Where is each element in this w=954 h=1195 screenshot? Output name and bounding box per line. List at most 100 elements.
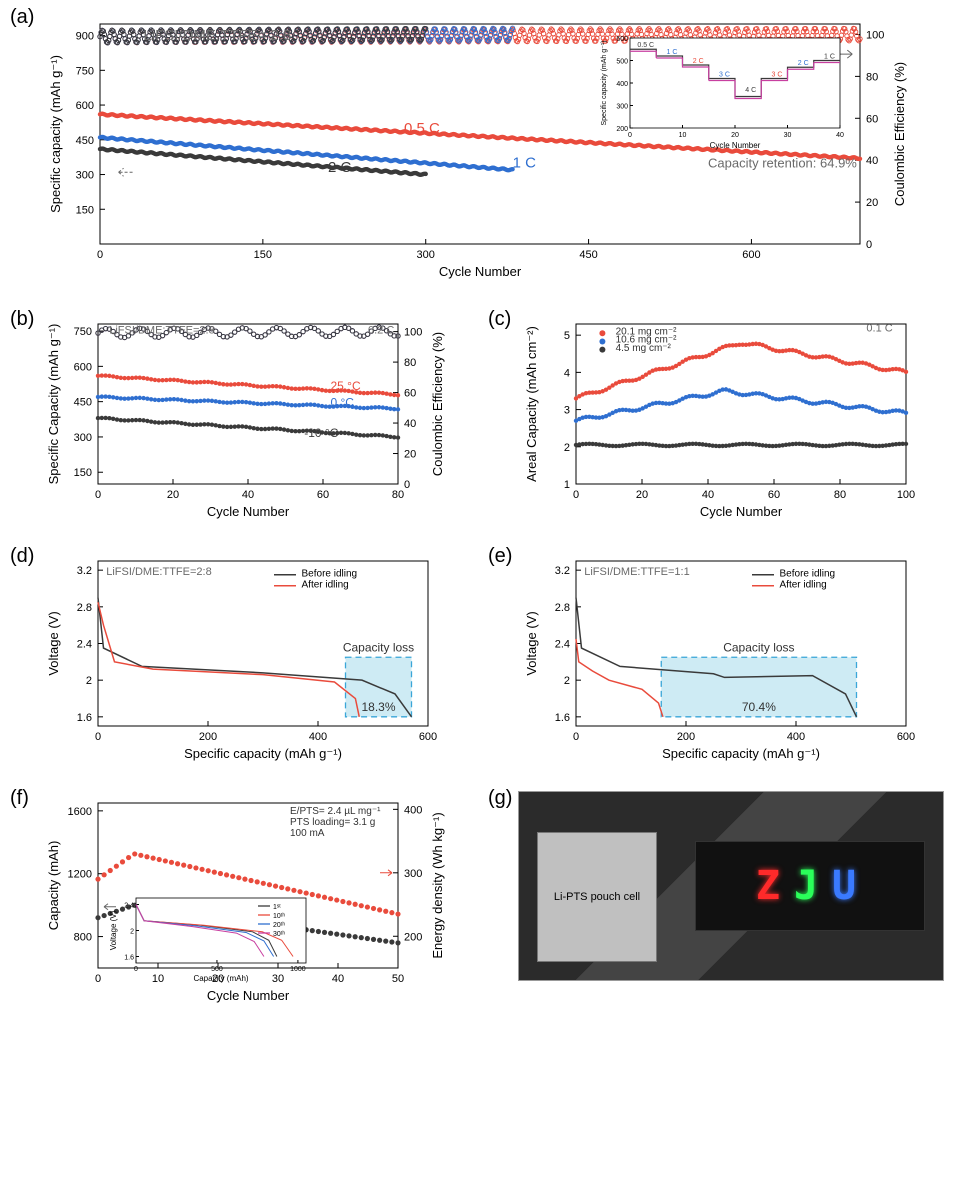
svg-text:0 °C: 0 °C (331, 395, 355, 409)
svg-text:1200: 1200 (68, 869, 92, 881)
svg-text:500: 500 (211, 966, 223, 973)
figure-grid: (a) 0150300450600150300450600750900Cycle… (0, 0, 954, 1048)
svg-text:4 C: 4 C (745, 87, 756, 94)
panel-b-plot: 020406080150300450600750Cycle NumberSpec… (40, 312, 470, 537)
svg-text:Cycle Number: Cycle Number (710, 141, 761, 150)
svg-text:LiFSI/DME:TTFE=1:1: LiFSI/DME:TTFE=1:1 (584, 566, 689, 578)
svg-text:Specific capacity (mAh g⁻¹): Specific capacity (mAh g⁻¹) (601, 41, 608, 126)
svg-text:2.4: 2.4 (555, 639, 570, 651)
panel-g: (g) Li-PTS pouch cell ZJU (488, 791, 944, 1026)
panel-f-label: (f) (10, 787, 29, 810)
svg-text:500: 500 (616, 59, 628, 66)
panel-f-plot: 0102030405080012001600Cycle NumberCapaci… (40, 791, 470, 1026)
svg-text:50: 50 (392, 973, 404, 985)
panel-g-photo: Li-PTS pouch cell ZJU (518, 791, 944, 981)
svg-text:80: 80 (392, 489, 404, 501)
svg-text:200: 200 (677, 731, 695, 743)
svg-text:200: 200 (199, 731, 217, 743)
svg-text:400: 400 (787, 731, 805, 743)
svg-text:2.8: 2.8 (555, 602, 570, 614)
svg-text:2: 2 (564, 675, 570, 687)
svg-text:10ᵗʰ: 10ᵗʰ (273, 913, 285, 920)
svg-text:80: 80 (866, 71, 878, 83)
svg-text:60: 60 (404, 388, 416, 400)
svg-text:80: 80 (834, 489, 846, 501)
svg-text:60: 60 (317, 489, 329, 501)
svg-text:600: 600 (897, 731, 915, 743)
svg-text:450: 450 (579, 249, 597, 261)
svg-text:Capacity loss: Capacity loss (343, 640, 414, 654)
svg-text:600: 600 (742, 249, 760, 261)
svg-text:300: 300 (76, 170, 94, 182)
svg-text:4: 4 (564, 367, 570, 379)
svg-text:3: 3 (564, 405, 570, 417)
svg-text:1: 1 (564, 479, 570, 491)
svg-text:300: 300 (616, 104, 628, 111)
svg-text:E/PTS= 2.4 µL mg⁻¹: E/PTS= 2.4 µL mg⁻¹ (290, 806, 381, 817)
svg-text:LiFSI/DME:TTFE= 2:8: LiFSI/DME:TTFE= 2:8 (143, 27, 291, 44)
svg-text:150: 150 (76, 204, 94, 216)
svg-text:Capacity loss: Capacity loss (723, 640, 794, 654)
svg-text:2.4: 2.4 (77, 639, 92, 651)
panel-b-label: (b) (10, 308, 34, 331)
svg-text:After idling: After idling (780, 580, 827, 591)
svg-text:10: 10 (152, 973, 164, 985)
panel-b: (b) 020406080150300450600750Cycle Number… (10, 312, 470, 537)
svg-text:300: 300 (74, 432, 92, 444)
svg-text:0: 0 (573, 489, 579, 501)
photo-box: Li-PTS pouch cell ZJU (518, 791, 944, 981)
panel-d-label: (d) (10, 545, 34, 568)
svg-text:0.5 C: 0.5 C (404, 120, 440, 137)
svg-text:Voltage (V): Voltage (V) (109, 910, 118, 950)
svg-text:0.1 C: 0.1 C (866, 322, 892, 334)
svg-text:1 C: 1 C (667, 49, 678, 56)
svg-text:40: 40 (404, 418, 416, 430)
svg-text:150: 150 (74, 467, 92, 479)
led-letter: J (794, 863, 826, 909)
svg-text:450: 450 (76, 135, 94, 147)
svg-text:0: 0 (134, 966, 138, 973)
panel-c-plot: 02040608010012345Cycle NumberAreal Capac… (518, 312, 948, 537)
svg-text:Coulombic Efficiency (%): Coulombic Efficiency (%) (430, 332, 445, 476)
svg-text:20ᵗʰ: 20ᵗʰ (273, 922, 285, 929)
svg-text:800: 800 (74, 932, 92, 944)
panel-c: (c) 02040608010012345Cycle NumberAreal C… (488, 312, 948, 537)
svg-text:600: 600 (616, 36, 628, 43)
svg-text:2 C: 2 C (798, 60, 809, 67)
svg-text:5: 5 (564, 330, 570, 342)
led-letter: U (832, 863, 864, 909)
svg-text:100: 100 (897, 489, 915, 501)
svg-text:3.2: 3.2 (555, 565, 570, 577)
svg-text:300: 300 (417, 249, 435, 261)
svg-text:3.2: 3.2 (77, 565, 92, 577)
svg-text:70.4%: 70.4% (742, 700, 776, 714)
svg-text:600: 600 (76, 100, 94, 112)
svg-text:30: 30 (272, 973, 284, 985)
svg-text:25 °C: 25 °C (331, 379, 361, 393)
svg-text:200: 200 (616, 126, 628, 133)
svg-text:Cycle Number: Cycle Number (700, 504, 783, 519)
svg-text:Specific capacity (mAh g⁻¹): Specific capacity (mAh g⁻¹) (184, 746, 342, 761)
svg-text:200: 200 (404, 931, 422, 943)
svg-text:400: 400 (616, 81, 628, 88)
svg-text:Cycle Number: Cycle Number (207, 504, 290, 519)
svg-text:2: 2 (130, 929, 134, 936)
svg-text:-10 °C: -10 °C (304, 426, 338, 440)
svg-text:Specific Capacity (mAh g⁻¹): Specific Capacity (mAh g⁻¹) (46, 324, 61, 485)
svg-text:80: 80 (404, 357, 416, 369)
svg-text:2: 2 (86, 675, 92, 687)
svg-text:Cycle Number: Cycle Number (439, 264, 522, 279)
svg-text:60: 60 (768, 489, 780, 501)
svg-text:Specific capacity (mAh g⁻¹): Specific capacity (mAh g⁻¹) (662, 746, 820, 761)
svg-text:Capacity (mAh): Capacity (mAh) (46, 841, 61, 931)
svg-text:40: 40 (702, 489, 714, 501)
svg-text:2.8: 2.8 (77, 602, 92, 614)
svg-text:300: 300 (404, 868, 422, 880)
panel-a-label: (a) (10, 6, 34, 29)
svg-text:LiFSI/DME:TTFE=2:8: LiFSI/DME:TTFE=2:8 (109, 324, 214, 336)
panel-e: (e) 02004006001.622.42.83.2Specific capa… (488, 549, 948, 779)
svg-text:1.6: 1.6 (124, 955, 134, 962)
svg-text:40: 40 (866, 155, 878, 167)
svg-text:30ᵗʰ: 30ᵗʰ (273, 931, 285, 938)
svg-text:600: 600 (74, 361, 92, 373)
